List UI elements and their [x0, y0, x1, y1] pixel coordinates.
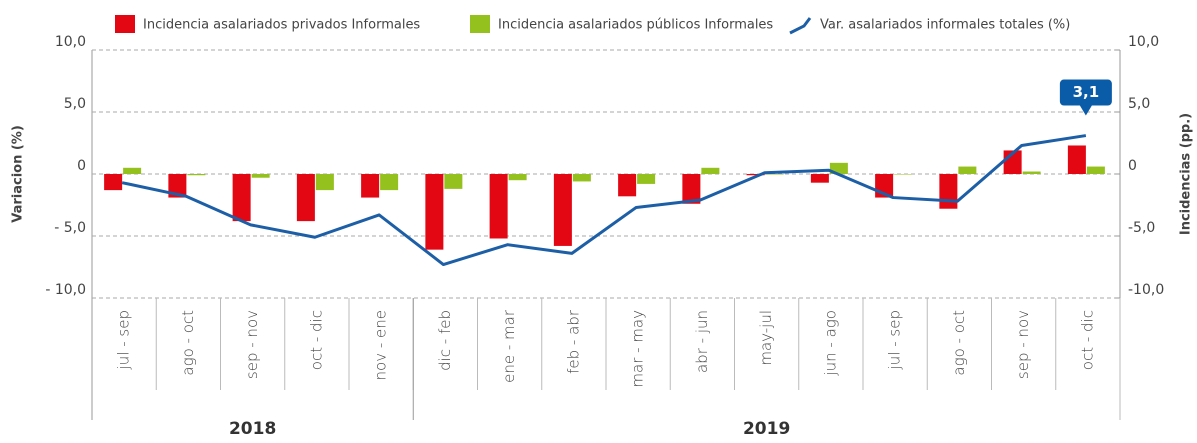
bar: [701, 167, 720, 174]
bar: [572, 174, 591, 182]
bar: [829, 162, 848, 174]
bar: [1067, 145, 1086, 174]
y2-tick-label: -10,0: [1128, 282, 1164, 298]
bar: [251, 174, 270, 178]
y2-axis-title: Incidencias (pp.): [1179, 113, 1194, 235]
x-tick-label: may-jul: [757, 310, 775, 366]
bar: [123, 167, 142, 174]
legend-swatch: [789, 17, 812, 35]
bar: [618, 174, 637, 197]
value-label-bubble: [1059, 79, 1112, 116]
legend-label: Incidencia asalariados privados Informal…: [143, 18, 420, 33]
x-tick-label: nov - ene: [372, 310, 390, 380]
bar: [637, 174, 656, 184]
year-label: 2019: [743, 419, 790, 439]
x-tick-label: ago - oct: [950, 310, 968, 376]
y2-tick-label: -5,0: [1128, 220, 1155, 236]
line: [121, 134, 1087, 267]
bar: [682, 174, 701, 204]
legend-label: Var. asalariados informales totales (%): [820, 18, 1070, 33]
y-tick-label: - 10,0: [45, 282, 86, 298]
x-tick-label: jul - sep: [115, 310, 133, 370]
y-axis-title: Variacion (%): [11, 125, 26, 223]
bar: [939, 174, 958, 209]
bar: [489, 174, 508, 239]
bar: [810, 174, 829, 183]
y2-tick-label: 5,0: [1128, 96, 1150, 112]
bar: [380, 174, 399, 191]
x-tick-label: sep - nov: [243, 310, 261, 379]
bar: [746, 174, 765, 176]
x-tick-label: oct - dic: [307, 310, 325, 370]
bar: [894, 174, 913, 175]
bar: [765, 174, 784, 175]
bar: [508, 174, 527, 181]
x-tick-label: ene - mar: [500, 309, 518, 383]
x-tick-label: feb - abr: [564, 309, 582, 374]
bar: [315, 174, 334, 191]
bar: [361, 174, 380, 198]
bar: [444, 174, 463, 189]
bar: [1022, 171, 1041, 174]
value-label: 3,1: [1073, 83, 1100, 101]
bar: [553, 174, 572, 246]
bar: [958, 166, 977, 174]
x-tick-label: jun - ago: [821, 310, 839, 377]
x-tick-label: dic - feb: [436, 310, 454, 371]
bar: [296, 174, 315, 222]
legend-swatch: [115, 15, 135, 33]
y-tick-label: 10,0: [55, 34, 86, 50]
bar: [104, 174, 123, 191]
bar: [232, 174, 251, 222]
bar: [425, 174, 444, 250]
x-tick-label: sep - nov: [1014, 310, 1032, 379]
x-tick-label: oct - dic: [1078, 310, 1096, 370]
bar: [187, 174, 206, 176]
legend-swatch: [470, 15, 490, 33]
x-tick-label: mar - may: [629, 310, 647, 388]
y2-tick-label: 0: [1128, 158, 1137, 174]
bar: [1086, 166, 1105, 174]
x-tick-label: jul - sep: [886, 310, 904, 370]
y-tick-label: - 5,0: [54, 220, 86, 236]
legend-label: Incidencia asalariados públicos Informal…: [498, 18, 773, 33]
x-tick-label: abr - jun: [693, 310, 711, 373]
year-label: 2018: [229, 419, 276, 439]
y2-tick-label: 10,0: [1128, 34, 1159, 50]
y-tick-label: 0: [77, 158, 86, 174]
y-tick-label: 5,0: [64, 96, 86, 112]
x-tick-label: ago - oct: [179, 310, 197, 376]
bar: [168, 174, 187, 198]
